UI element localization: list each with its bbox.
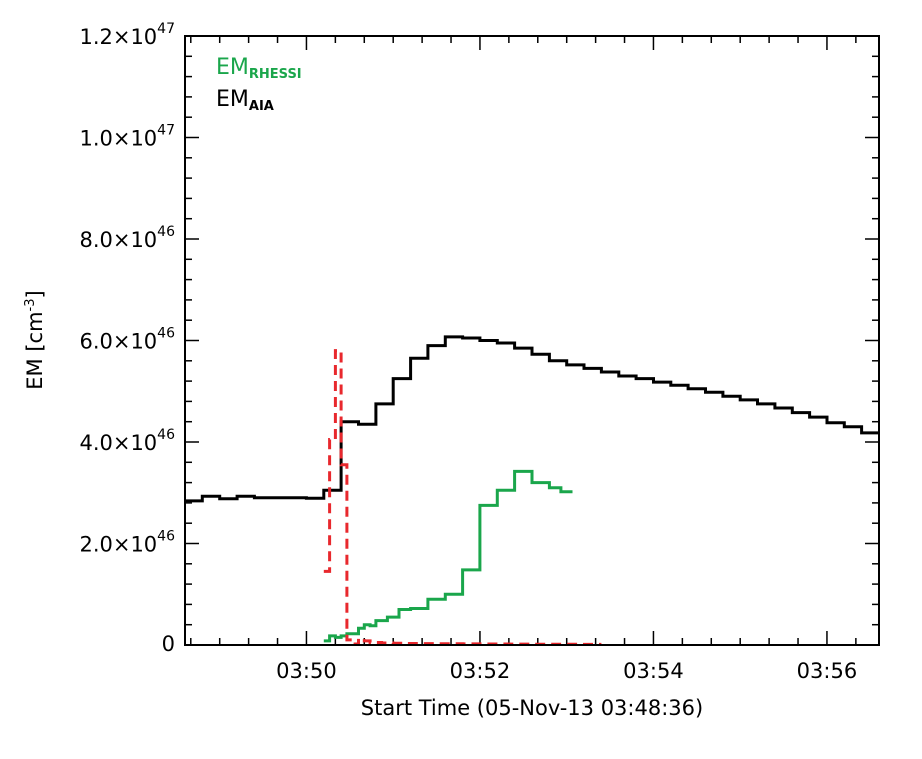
x-tick-label: 03:50 [276, 659, 337, 683]
x-tick-label: 03:56 [797, 659, 858, 683]
y-tick-exponent: 46 [157, 427, 175, 443]
y-tick-exponent: 46 [157, 326, 175, 342]
y-tick-exponent: 47 [157, 21, 175, 37]
y-axis-title-close: ] [23, 290, 47, 298]
y-tick-label: 1.0×1047 [79, 123, 175, 151]
plot-frame [184, 35, 880, 646]
x-tick-label: 03:52 [450, 659, 511, 683]
x-tick-label: 03:54 [623, 659, 684, 683]
y-tick-exponent: 46 [157, 529, 175, 545]
y-tick-label: 2.0×1046 [79, 529, 175, 557]
y-tick-label: 1.2×1047 [79, 21, 175, 49]
y-tick-labels: 02.0×10464.0×10466.0×10468.0×10461.0×104… [79, 21, 175, 656]
legend-aia-sub: AIA [249, 99, 274, 114]
y-tick-mantissa: 6.0×10 [79, 330, 157, 354]
y-tick-label: 0 [162, 632, 175, 656]
x-axis-title: Start Time (05-Nov-13 03:48:36) [361, 696, 703, 720]
series-line-rhessi [323, 469, 573, 643]
y-tick-label: 8.0×1046 [79, 224, 175, 252]
series-line-aia [185, 335, 879, 503]
y-tick-exponent: 47 [157, 123, 175, 139]
y-axis-title-main: EM [cm [23, 311, 47, 389]
legend-rhessi-name: EM [216, 55, 249, 80]
y-axis-title-exp: -3 [23, 298, 38, 311]
x-tick-labels: 03:50 03:52 03:54 03:56 [276, 659, 857, 683]
legend-aia-name: EM [216, 87, 249, 112]
y-tick-mantissa: 2.0×10 [79, 533, 157, 557]
y-tick-mantissa: 8.0×10 [79, 228, 157, 252]
legend-rhessi-sub: RHESSI [249, 67, 302, 82]
series-line-dashed-2 [323, 349, 602, 645]
legend: EMRHESSI EMAIA [216, 55, 302, 114]
y-tick-label: 6.0×1046 [79, 326, 175, 354]
y-tick-mantissa: 4.0×10 [79, 431, 157, 455]
y-tick-mantissa: 1.0×10 [79, 127, 157, 151]
axis-ticks [185, 35, 879, 646]
legend-item-rhessi: EMRHESSI [216, 55, 302, 82]
series-layer [185, 335, 879, 645]
y-axis-title: EM [cm-3] [23, 290, 47, 389]
y-tick-label: 4.0×1046 [79, 427, 175, 455]
y-tick-mantissa: 0 [162, 632, 175, 656]
y-tick-exponent: 46 [157, 224, 175, 240]
y-tick-mantissa: 1.2×10 [79, 25, 157, 49]
legend-item-aia: EMAIA [216, 87, 274, 114]
